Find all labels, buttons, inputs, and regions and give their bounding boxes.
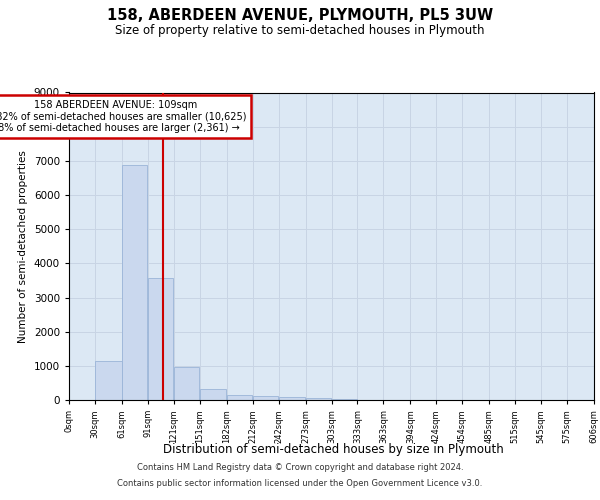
Y-axis label: Number of semi-detached properties: Number of semi-detached properties (18, 150, 28, 342)
Text: Distribution of semi-detached houses by size in Plymouth: Distribution of semi-detached houses by … (163, 442, 503, 456)
Bar (122, 166, 148, 400)
Bar (253, 396, 278, 400)
Text: 158 ABERDEEN AVENUE: 109sqm
← 82% of semi-detached houses are smaller (10,625)
1: 158 ABERDEEN AVENUE: 109sqm ← 82% of sem… (0, 100, 247, 133)
Bar (306, 398, 331, 400)
Bar (279, 396, 305, 400)
Text: Contains public sector information licensed under the Open Government Licence v3: Contains public sector information licen… (118, 478, 482, 488)
Text: 158, ABERDEEN AVENUE, PLYMOUTH, PL5 3UW: 158, ABERDEEN AVENUE, PLYMOUTH, PL5 3UW (107, 8, 493, 22)
Bar (227, 395, 253, 400)
Bar (174, 367, 199, 400)
Bar (95, 362, 121, 400)
Bar (200, 388, 226, 400)
Text: Size of property relative to semi-detached houses in Plymouth: Size of property relative to semi-detach… (115, 24, 485, 37)
Text: Contains HM Land Registry data © Crown copyright and database right 2024.: Contains HM Land Registry data © Crown c… (137, 464, 463, 472)
Bar (148, 278, 173, 400)
